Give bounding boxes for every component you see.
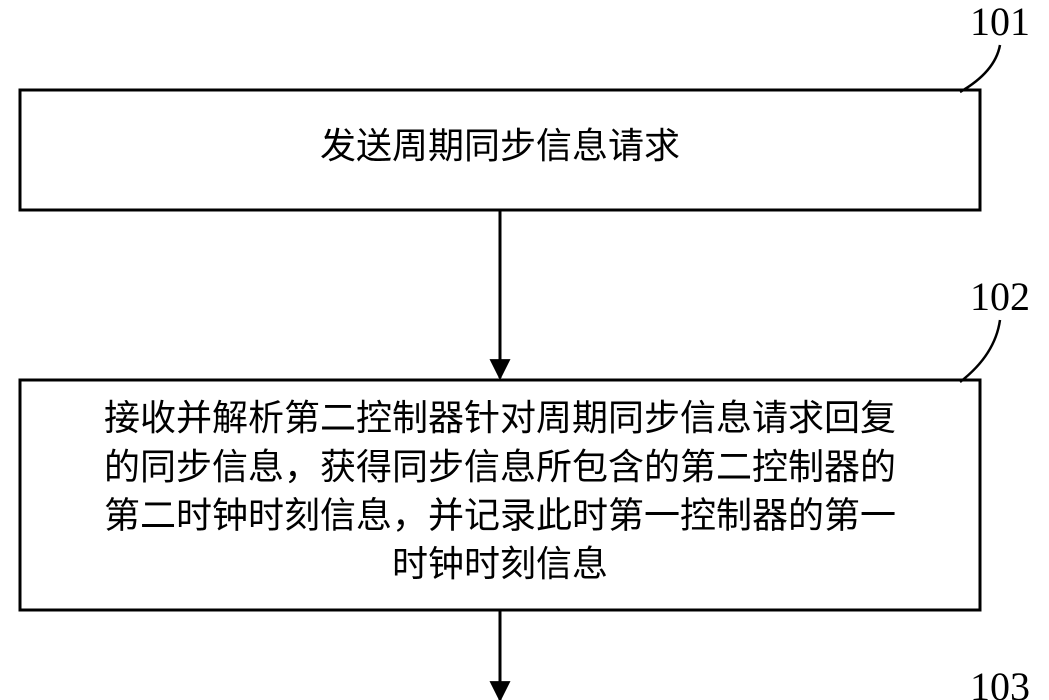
flowchart-box-text: 接收并解析第二控制器针对周期同步信息请求回复 [104, 398, 896, 438]
step-number-label: 102 [970, 274, 1030, 319]
flowchart-box-text: 的同步信息，获得同步信息所包含的第二控制器的 [104, 447, 896, 487]
flowchart-box-text: 时钟时刻信息 [392, 544, 608, 584]
flowchart-box-text: 发送周期同步信息请求 [320, 126, 680, 166]
flowchart-box-text: 第二时钟时刻信息，并记录此时第一控制器的第一 [104, 495, 896, 535]
step-number-label: 101 [970, 0, 1030, 44]
diagram-background [0, 0, 1049, 700]
step-number-label: 103 [970, 664, 1030, 700]
